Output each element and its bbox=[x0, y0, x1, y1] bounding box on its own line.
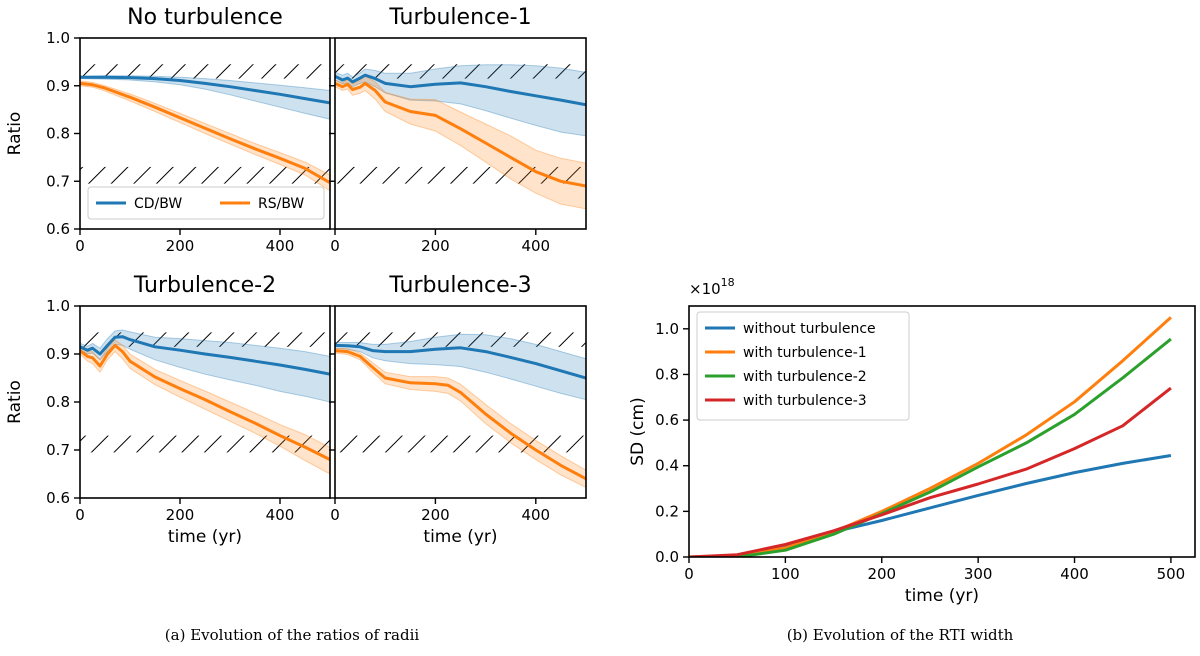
y-axis-label: SD (cm) bbox=[628, 397, 648, 465]
x-tick-label: 200 bbox=[421, 506, 450, 524]
panel-title: Turbulence-1 bbox=[388, 5, 531, 30]
y-tick-label: 1.0 bbox=[655, 320, 679, 338]
panel-title: Turbulence-3 bbox=[388, 273, 531, 298]
x-tick-label: 100 bbox=[771, 565, 800, 583]
caption-b: (b) Evolution of the RTI width bbox=[787, 626, 1014, 644]
x-tick-label: 400 bbox=[521, 506, 550, 524]
x-tick-label: 0 bbox=[75, 506, 85, 524]
legend-label: with turbulence-3 bbox=[743, 393, 867, 409]
legend: without turbulence with turbulence-1 with … bbox=[696, 311, 910, 421]
y-tick-label: 0.7 bbox=[46, 172, 70, 190]
y-tick-label: 0.2 bbox=[655, 502, 679, 520]
legend-label: with turbulence-1 bbox=[743, 345, 867, 361]
x-tick-label: 400 bbox=[521, 237, 550, 255]
y-scale-factor: ×1018 bbox=[689, 276, 735, 298]
series-line-0 bbox=[80, 335, 330, 376]
x-tick-label: 200 bbox=[421, 237, 450, 255]
x-tick-label: 0 bbox=[330, 506, 340, 524]
band-1 bbox=[80, 80, 330, 192]
x-axis-label: time (yr) bbox=[168, 527, 242, 547]
x-tick-label: 300 bbox=[964, 565, 993, 583]
legend-label: RS/BW bbox=[258, 196, 304, 212]
x-tick-label: 500 bbox=[1157, 565, 1186, 583]
band-1 bbox=[80, 338, 330, 475]
series-line-0 bbox=[335, 343, 586, 380]
series-line-1 bbox=[689, 316, 1172, 557]
x-tick-label: 200 bbox=[166, 506, 195, 524]
x-tick-label: 0 bbox=[684, 565, 694, 583]
hatch-band bbox=[80, 435, 330, 453]
series-line-1 bbox=[335, 349, 586, 481]
x-tick-label: 0 bbox=[330, 237, 340, 255]
panel-4: 0 100 200 300 400 500 0.0 0.2 0.4 0.6 0.8 1.0 time (… bbox=[628, 276, 1196, 606]
x-axis-label: time (yr) bbox=[423, 527, 497, 547]
x-tick-label: 200 bbox=[166, 237, 195, 255]
band-0 bbox=[335, 64, 586, 137]
y-tick-label: 0.8 bbox=[46, 393, 70, 411]
series-line-3 bbox=[689, 386, 1172, 557]
y-tick-label: 0.9 bbox=[46, 77, 70, 95]
legend-label: without turbulence bbox=[743, 321, 876, 337]
panel-title: No turbulence bbox=[127, 5, 283, 30]
series-line-1 bbox=[335, 81, 586, 188]
y-tick-label: 1.0 bbox=[46, 29, 70, 47]
hatch-band bbox=[80, 64, 330, 79]
x-tick-label: 0 bbox=[75, 237, 85, 255]
series-line-0 bbox=[80, 75, 330, 105]
band-1 bbox=[335, 75, 586, 210]
series-line-1 bbox=[80, 81, 330, 185]
x-tick-label: 400 bbox=[266, 506, 295, 524]
hatch-band bbox=[80, 166, 330, 184]
legend-label: with turbulence-2 bbox=[743, 369, 867, 385]
y-tick-label: 0.4 bbox=[655, 457, 679, 475]
y-tick-label: 0.8 bbox=[655, 365, 679, 383]
axes-frame bbox=[688, 305, 1196, 558]
panel-2: 0 200 400 0.6 0.7 0.8 0.9 1.0 Turbulence-2 time (… bbox=[5, 273, 331, 547]
x-tick-label: 400 bbox=[266, 237, 295, 255]
y-tick-label: 0.6 bbox=[46, 489, 70, 507]
caption-a: (a) Evolution of the ratios of radii bbox=[165, 626, 420, 644]
x-axis-label: time (yr) bbox=[905, 586, 979, 606]
y-tick-label: 0.8 bbox=[46, 125, 70, 143]
panel-title: Turbulence-2 bbox=[133, 273, 276, 298]
panel-0: 0 200 400 0.6 0.7 0.8 0.9 1.0 No turbulence Ratio… bbox=[5, 5, 331, 255]
series-line-0 bbox=[689, 454, 1172, 557]
x-tick-label: 400 bbox=[1060, 565, 1089, 583]
band-1 bbox=[335, 347, 586, 488]
y-tick-label: 0.0 bbox=[655, 548, 679, 566]
panel-3: 0 200 400 Turbulence-3 time (yr) bbox=[329, 273, 587, 547]
hatch-band bbox=[335, 332, 586, 347]
series-line-0 bbox=[335, 73, 586, 107]
series-line-2 bbox=[689, 337, 1172, 557]
hatch-band bbox=[335, 166, 586, 184]
panel-1: 0 200 400 Turbulence-1 bbox=[329, 5, 587, 255]
y-tick-label: 1.0 bbox=[46, 297, 70, 315]
y-tick-label: 0.7 bbox=[46, 441, 70, 459]
series-line-1 bbox=[80, 343, 330, 461]
y-tick-label: 0.6 bbox=[655, 411, 679, 429]
y-axis-label: Ratio bbox=[5, 112, 25, 156]
x-tick-label: 200 bbox=[867, 565, 896, 583]
y-tick-label: 0.9 bbox=[46, 345, 70, 363]
legend: CD/BW RS/BW bbox=[87, 186, 325, 220]
band-0 bbox=[80, 75, 330, 120]
y-tick-label: 0.6 bbox=[46, 220, 70, 238]
legend-label: CD/BW bbox=[134, 196, 182, 212]
y-axis-label: Ratio bbox=[5, 380, 25, 424]
hatch-band bbox=[335, 64, 586, 79]
